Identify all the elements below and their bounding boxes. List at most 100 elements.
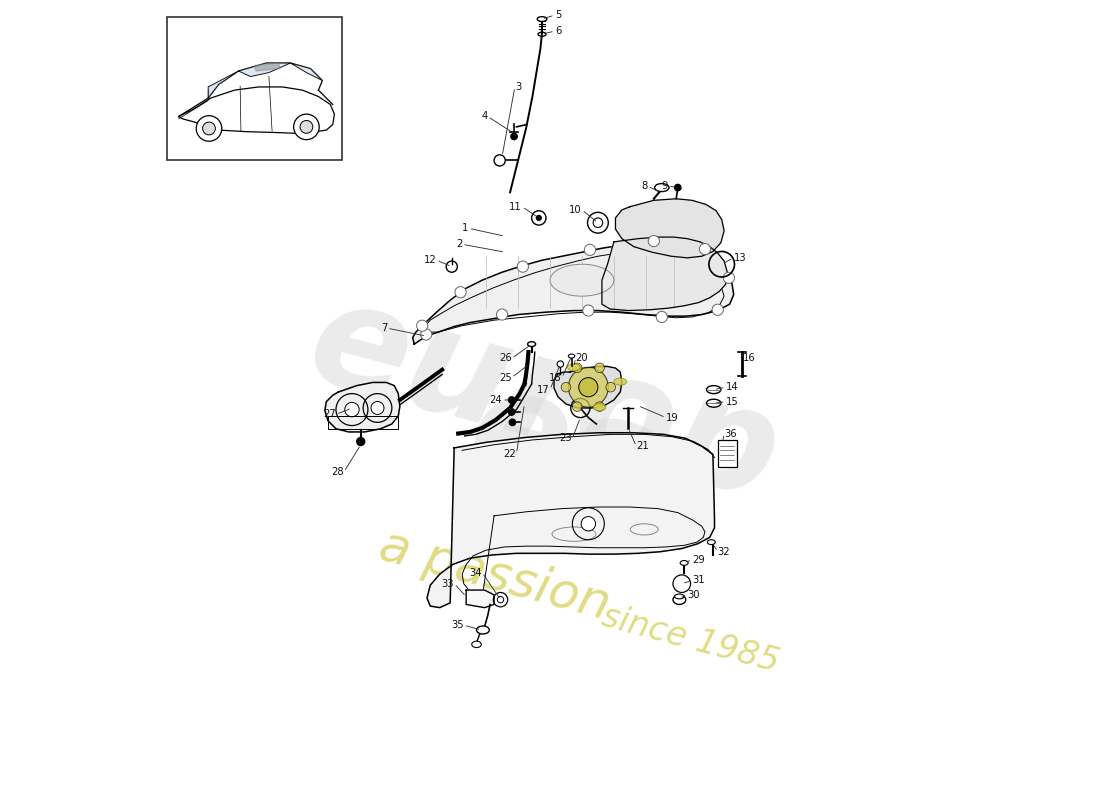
- Text: 6: 6: [554, 26, 561, 36]
- Circle shape: [537, 215, 541, 220]
- Text: 34: 34: [470, 567, 482, 578]
- Text: europ: europ: [295, 270, 794, 530]
- Polygon shape: [412, 242, 734, 344]
- Polygon shape: [602, 237, 727, 310]
- Circle shape: [648, 235, 659, 246]
- Circle shape: [344, 402, 359, 417]
- Text: 20: 20: [575, 353, 589, 362]
- Circle shape: [595, 402, 604, 411]
- Ellipse shape: [569, 354, 575, 358]
- Text: 11: 11: [509, 202, 522, 212]
- Text: 15: 15: [726, 397, 738, 406]
- Ellipse shape: [550, 264, 614, 296]
- Ellipse shape: [654, 183, 669, 191]
- Polygon shape: [324, 382, 400, 432]
- Text: 13: 13: [734, 253, 746, 263]
- Circle shape: [300, 121, 312, 134]
- Circle shape: [420, 329, 432, 340]
- Text: 31: 31: [692, 575, 705, 586]
- Ellipse shape: [706, 399, 721, 407]
- Ellipse shape: [528, 342, 536, 346]
- Text: a passion: a passion: [374, 522, 616, 630]
- Polygon shape: [290, 63, 322, 81]
- Circle shape: [558, 361, 563, 367]
- Circle shape: [508, 397, 515, 403]
- Circle shape: [202, 122, 216, 135]
- Ellipse shape: [680, 561, 689, 566]
- Circle shape: [593, 218, 603, 227]
- Circle shape: [674, 184, 681, 190]
- Circle shape: [496, 309, 508, 320]
- Ellipse shape: [706, 386, 721, 394]
- Circle shape: [579, 378, 598, 397]
- Text: 29: 29: [692, 554, 705, 565]
- Text: 10: 10: [570, 205, 582, 215]
- Text: 5: 5: [554, 10, 561, 20]
- Circle shape: [712, 304, 724, 315]
- Circle shape: [700, 243, 711, 254]
- Polygon shape: [239, 63, 290, 77]
- Text: 30: 30: [688, 590, 700, 600]
- Text: es: es: [454, 356, 670, 540]
- Text: 3: 3: [515, 82, 521, 92]
- Circle shape: [724, 272, 735, 283]
- Polygon shape: [427, 433, 715, 608]
- Circle shape: [508, 409, 515, 415]
- Circle shape: [510, 134, 517, 140]
- Text: 33: 33: [442, 578, 454, 589]
- Ellipse shape: [472, 641, 482, 647]
- Text: 28: 28: [331, 467, 344, 477]
- Ellipse shape: [476, 626, 490, 634]
- Text: 12: 12: [424, 255, 437, 266]
- Text: 36: 36: [724, 429, 737, 438]
- Circle shape: [455, 286, 466, 298]
- Circle shape: [417, 320, 428, 331]
- Circle shape: [531, 210, 546, 225]
- Text: 18: 18: [549, 373, 562, 382]
- Circle shape: [584, 244, 595, 255]
- Circle shape: [196, 116, 222, 142]
- Text: 14: 14: [726, 382, 738, 392]
- Bar: [717, 440, 737, 467]
- Text: 26: 26: [499, 354, 512, 363]
- Circle shape: [494, 155, 505, 166]
- Text: 27: 27: [323, 410, 336, 419]
- Bar: [167, 17, 342, 161]
- Circle shape: [606, 382, 616, 392]
- Circle shape: [583, 305, 594, 316]
- Circle shape: [572, 402, 582, 411]
- Polygon shape: [466, 590, 494, 608]
- Text: 23: 23: [560, 434, 572, 443]
- Circle shape: [572, 363, 582, 373]
- Ellipse shape: [593, 403, 606, 410]
- Text: 21: 21: [636, 442, 649, 451]
- Circle shape: [569, 367, 608, 407]
- Ellipse shape: [707, 540, 715, 545]
- Circle shape: [657, 311, 668, 322]
- Text: 2: 2: [455, 239, 462, 250]
- Ellipse shape: [673, 595, 685, 605]
- Text: 25: 25: [499, 373, 512, 382]
- Polygon shape: [208, 71, 239, 98]
- Text: 19: 19: [666, 413, 679, 422]
- Ellipse shape: [674, 594, 684, 599]
- Text: 8: 8: [641, 181, 648, 191]
- Circle shape: [294, 114, 319, 140]
- Circle shape: [561, 382, 571, 392]
- Ellipse shape: [568, 364, 581, 371]
- Text: 16: 16: [744, 354, 756, 363]
- Ellipse shape: [614, 378, 627, 386]
- Circle shape: [356, 438, 365, 446]
- Polygon shape: [616, 198, 724, 258]
- Circle shape: [581, 517, 595, 531]
- Bar: [328, 416, 398, 429]
- Ellipse shape: [537, 17, 547, 22]
- Text: 24: 24: [490, 395, 502, 405]
- Text: 17: 17: [537, 385, 550, 394]
- Text: 1: 1: [462, 223, 469, 234]
- Text: 7: 7: [381, 323, 387, 333]
- Circle shape: [371, 402, 384, 414]
- Text: 22: 22: [504, 449, 517, 458]
- Text: 32: 32: [717, 546, 730, 557]
- Circle shape: [595, 363, 604, 373]
